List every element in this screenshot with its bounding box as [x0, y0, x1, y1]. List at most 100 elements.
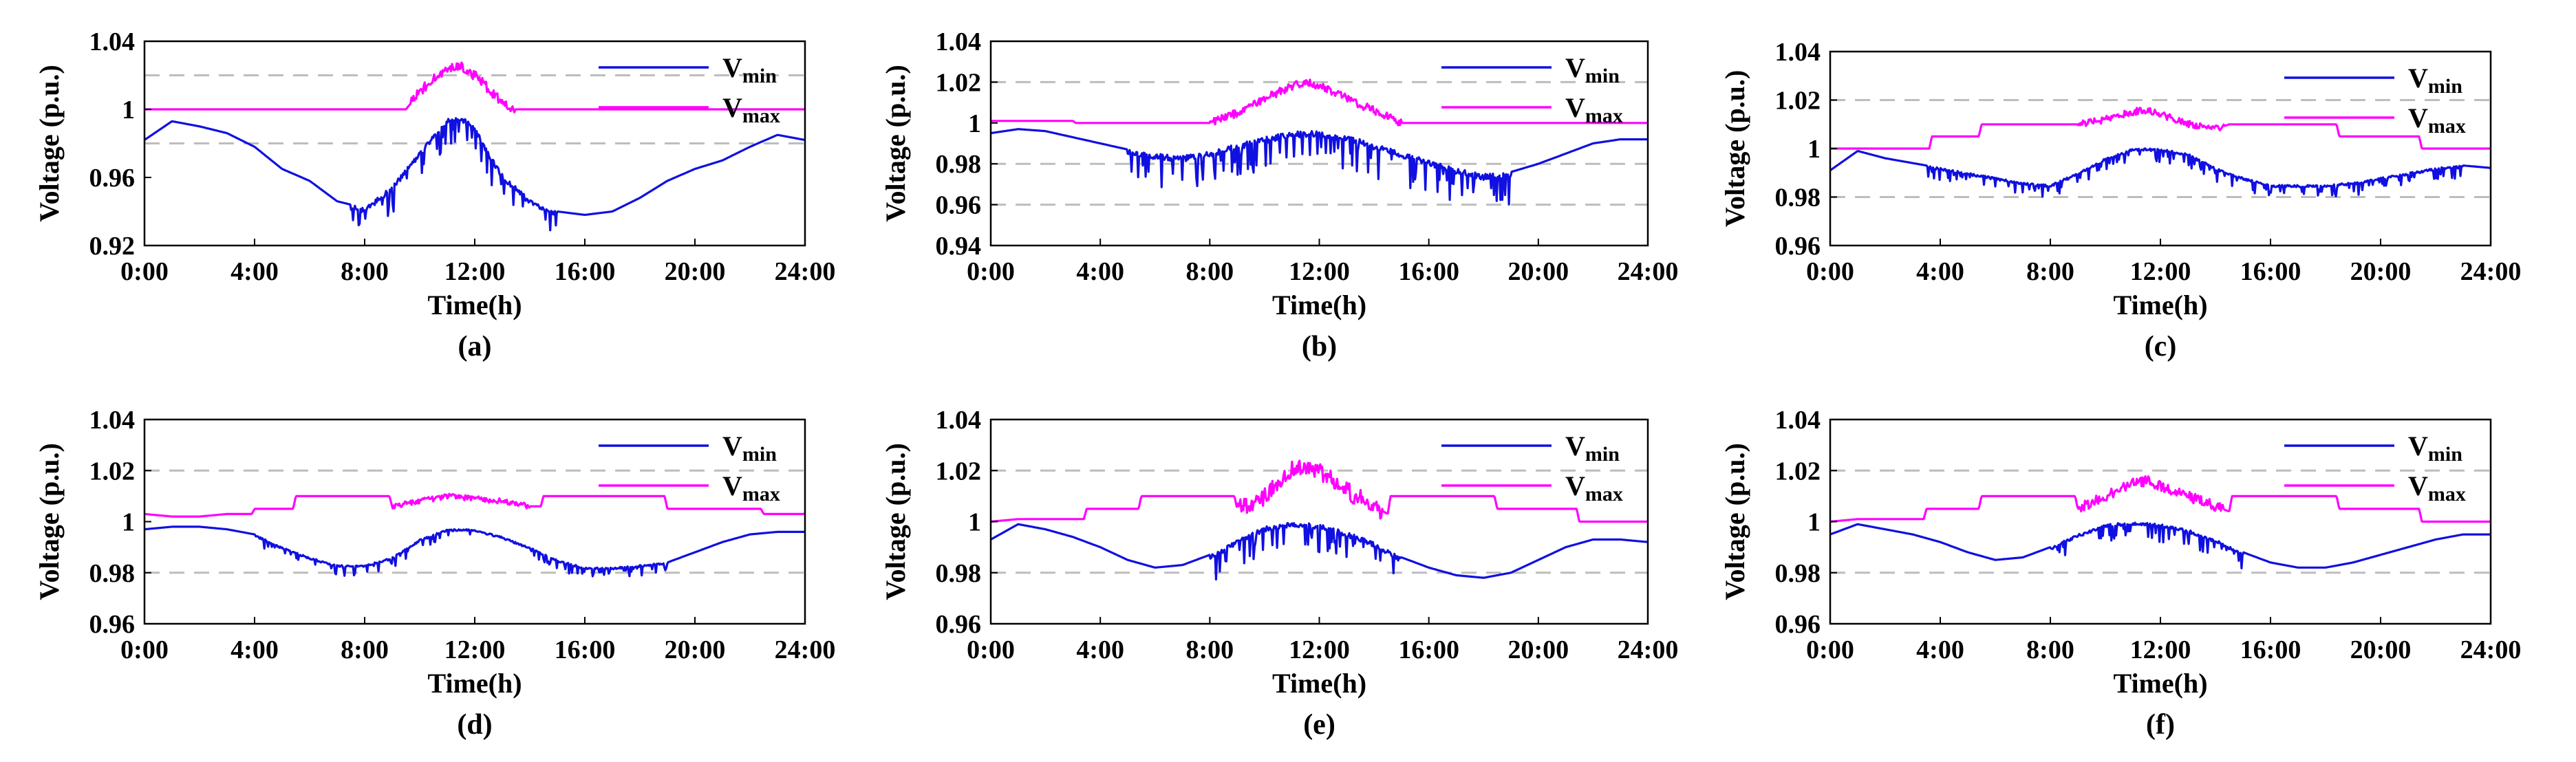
x-tick-label: 12:00	[1289, 257, 1350, 286]
subfigure-label: (f)	[2146, 709, 2175, 741]
y-tick-label: 1.02	[1775, 457, 1821, 486]
y-axis-label: Voltage (p.u.)	[34, 65, 65, 222]
series-line-vmax	[144, 492, 806, 518]
y-tick-label: 1.04	[89, 28, 136, 56]
legend-entry-vmin: Vmin	[1565, 431, 1620, 466]
x-tick-label: 8:00	[1186, 257, 1234, 286]
legend-entry-vmax: Vmax	[1565, 470, 1623, 505]
legend-entry-vmin: Vmin	[722, 52, 777, 87]
legend: Vmin Vmax	[1441, 431, 1623, 505]
legend: Vmin Vmax	[599, 431, 780, 505]
y-tick-label: 0.98	[1775, 559, 1821, 588]
series-line-vmin	[144, 117, 806, 232]
y-tick-label: 1	[1807, 508, 1821, 537]
y-axis-label: Voltage (p.u.)	[1719, 70, 1750, 228]
series-line-vmin	[990, 128, 1649, 206]
x-tick-label: 20:00	[1508, 257, 1569, 286]
x-tick-label: 12:00	[444, 257, 506, 286]
x-tick-label: 4:00	[1076, 635, 1124, 664]
x-tick-label: 16:00	[1398, 635, 1459, 664]
y-tick-label: 1	[122, 508, 135, 537]
y-tick-label: 0.98	[89, 559, 136, 588]
y-tick-label: 0.96	[1775, 232, 1821, 261]
subfigure-label: (b)	[1302, 331, 1337, 362]
x-tick-label: 8:00	[2026, 635, 2074, 664]
y-tick-label: 0.94	[936, 232, 982, 261]
x-tick-label: 8:00	[341, 635, 389, 664]
series-line-vmin	[990, 521, 1649, 581]
y-tick-label: 0.98	[1775, 184, 1821, 213]
subfigure-label: (d)	[457, 709, 492, 741]
subfigure-label: (a)	[458, 331, 492, 362]
chart-panel-e: 0:00 4:00 8:00 12:00 16:00 20:00 24:00 0.96 0.98…	[880, 406, 1678, 741]
legend: Vmin Vmax	[2284, 431, 2466, 505]
chart-panel-d: 0:00 4:00 8:00 12:00 16:00 20:00 24:00 0.96 0.98…	[34, 406, 835, 741]
chart-panel-c: 0:00 4:00 8:00 12:00 16:00 20:00 24:00 0.96 0.98…	[1719, 38, 2521, 362]
x-tick-label: 20:00	[665, 257, 726, 286]
x-tick-label: 16:00	[555, 635, 616, 664]
x-axis-label: Time(h)	[2113, 668, 2207, 699]
legend-entry-vmax: Vmax	[1565, 92, 1623, 127]
series-line-vmin	[144, 525, 806, 578]
y-tick-label: 1	[1807, 135, 1821, 164]
x-tick-label: 16:00	[1398, 257, 1459, 286]
x-axis-label: Time(h)	[2113, 290, 2207, 320]
y-tick-label: 1.02	[936, 68, 982, 97]
x-tick-label: 4:00	[230, 635, 279, 664]
y-tick-label: 0.96	[936, 191, 982, 220]
y-tick-label: 0.98	[936, 150, 982, 179]
x-tick-label: 12:00	[2130, 257, 2191, 286]
legend-entry-vmax: Vmax	[722, 470, 780, 505]
subfigure-label: (c)	[2145, 331, 2177, 362]
plot-frame	[989, 40, 1649, 247]
plot-frame	[1829, 418, 2492, 625]
x-tick-label: 20:00	[665, 635, 726, 664]
y-tick-label: 1.04	[936, 406, 982, 435]
x-tick-label: 4:00	[1916, 635, 1964, 664]
y-tick-label: 0.96	[89, 610, 136, 639]
legend-entry-vmax: Vmax	[2408, 470, 2466, 505]
x-tick-label: 0:00	[1806, 635, 1854, 664]
x-tick-label: 8:00	[341, 257, 389, 286]
x-tick-label: 4:00	[1076, 257, 1124, 286]
y-tick-label: 0.98	[936, 559, 982, 588]
legend: Vmin Vmax	[599, 52, 780, 127]
chart-panel-b: 0:00 4:00 8:00 12:00 16:00 20:00 24:00 0.94 0.96…	[880, 28, 1678, 362]
series-line-vmax	[144, 61, 806, 113]
x-tick-label: 16:00	[2240, 635, 2301, 664]
chart-panel-a: 0:00 4:00 8:00 12:00 16:00 20:00 24:00 0.92 0.96…	[34, 28, 835, 362]
legend-entry-vmin: Vmin	[1565, 52, 1620, 87]
y-tick-label: 0.92	[89, 232, 136, 261]
x-tick-label: 24:00	[2460, 257, 2522, 286]
series-line-vmax	[990, 459, 1649, 523]
x-tick-label: 0:00	[120, 257, 169, 286]
x-tick-label: 20:00	[2350, 635, 2412, 664]
y-axis-label: Voltage (p.u.)	[880, 65, 911, 222]
series-line-vmax	[1829, 107, 2491, 150]
y-tick-label: 1.04	[1775, 38, 1821, 67]
series-line-vmax	[990, 78, 1649, 127]
y-tick-label: 1.04	[89, 406, 136, 435]
x-tick-label: 12:00	[2130, 635, 2191, 664]
x-tick-label: 4:00	[1916, 257, 1964, 286]
y-tick-label: 0.96	[936, 610, 982, 639]
x-tick-label: 12:00	[1289, 635, 1350, 664]
x-tick-label: 24:00	[2460, 635, 2522, 664]
legend-entry-vmax: Vmax	[722, 92, 780, 127]
y-tick-label: 1.02	[89, 457, 136, 486]
x-tick-label: 0:00	[967, 257, 1015, 286]
legend-entry-vmin: Vmin	[2408, 431, 2462, 466]
plot-frame	[989, 418, 1649, 625]
x-tick-label: 12:00	[444, 635, 506, 664]
legend-entry-vmax: Vmax	[2408, 102, 2466, 138]
x-tick-label: 24:00	[775, 635, 836, 664]
x-tick-label: 0:00	[120, 635, 169, 664]
y-tick-label: 0.96	[1775, 610, 1821, 639]
y-tick-label: 1.02	[936, 457, 982, 486]
legend-entry-vmin: Vmin	[2408, 63, 2462, 98]
series-line-vmin	[1829, 521, 2491, 569]
x-axis-label: Time(h)	[1272, 668, 1366, 699]
x-tick-label: 24:00	[1618, 635, 1679, 664]
y-tick-label: 1.04	[1775, 406, 1821, 435]
y-tick-label: 1	[968, 508, 981, 537]
